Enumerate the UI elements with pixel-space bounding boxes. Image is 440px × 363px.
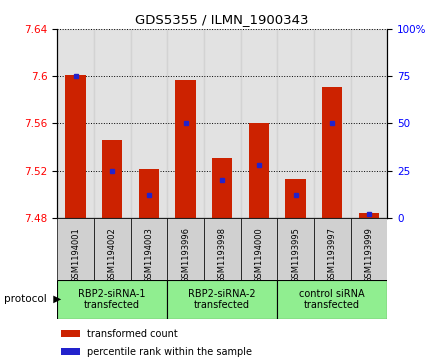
Text: GSM1193997: GSM1193997 [328, 227, 337, 283]
Bar [351, 29, 387, 218]
Bar [61, 330, 81, 338]
Bar [94, 218, 131, 280]
Bar [61, 348, 81, 355]
Bar [167, 29, 204, 218]
Bar [286, 179, 306, 218]
Text: percentile rank within the sample: percentile rank within the sample [87, 347, 252, 357]
Bar [314, 218, 351, 280]
Bar [322, 87, 342, 218]
Bar [94, 29, 131, 218]
Bar [139, 170, 159, 218]
Text: GSM1193995: GSM1193995 [291, 227, 300, 283]
Text: RBP2-siRNA-1
transfected: RBP2-siRNA-1 transfected [78, 289, 146, 310]
Text: GSM1193996: GSM1193996 [181, 227, 190, 283]
Bar [314, 29, 351, 218]
Bar [241, 218, 277, 280]
Text: protocol  ▶: protocol ▶ [4, 294, 62, 305]
Text: RBP2-siRNA-2
transfected: RBP2-siRNA-2 transfected [188, 289, 256, 310]
Text: GSM1194001: GSM1194001 [71, 227, 80, 283]
Bar [176, 80, 196, 218]
Bar [204, 29, 241, 218]
Bar [167, 280, 277, 319]
Bar [57, 29, 94, 218]
Bar [351, 218, 387, 280]
Bar [204, 218, 241, 280]
Title: GDS5355 / ILMN_1900343: GDS5355 / ILMN_1900343 [136, 13, 309, 26]
Text: GSM1194000: GSM1194000 [254, 227, 264, 283]
Bar [359, 213, 379, 218]
Bar [102, 140, 122, 218]
Bar [57, 280, 167, 319]
Bar [167, 218, 204, 280]
Bar [277, 29, 314, 218]
Bar [212, 158, 232, 218]
Text: control siRNA
transfected: control siRNA transfected [299, 289, 365, 310]
Bar [131, 29, 167, 218]
Bar [66, 75, 86, 218]
Text: transformed count: transformed count [87, 329, 178, 339]
Bar [57, 218, 94, 280]
Text: GSM1193998: GSM1193998 [218, 227, 227, 283]
Bar [131, 218, 167, 280]
Text: GSM1194003: GSM1194003 [144, 227, 154, 283]
Text: GSM1193999: GSM1193999 [364, 227, 374, 283]
Bar [277, 218, 314, 280]
Bar [249, 123, 269, 218]
Bar [277, 280, 387, 319]
Bar [241, 29, 277, 218]
Text: GSM1194002: GSM1194002 [108, 227, 117, 283]
